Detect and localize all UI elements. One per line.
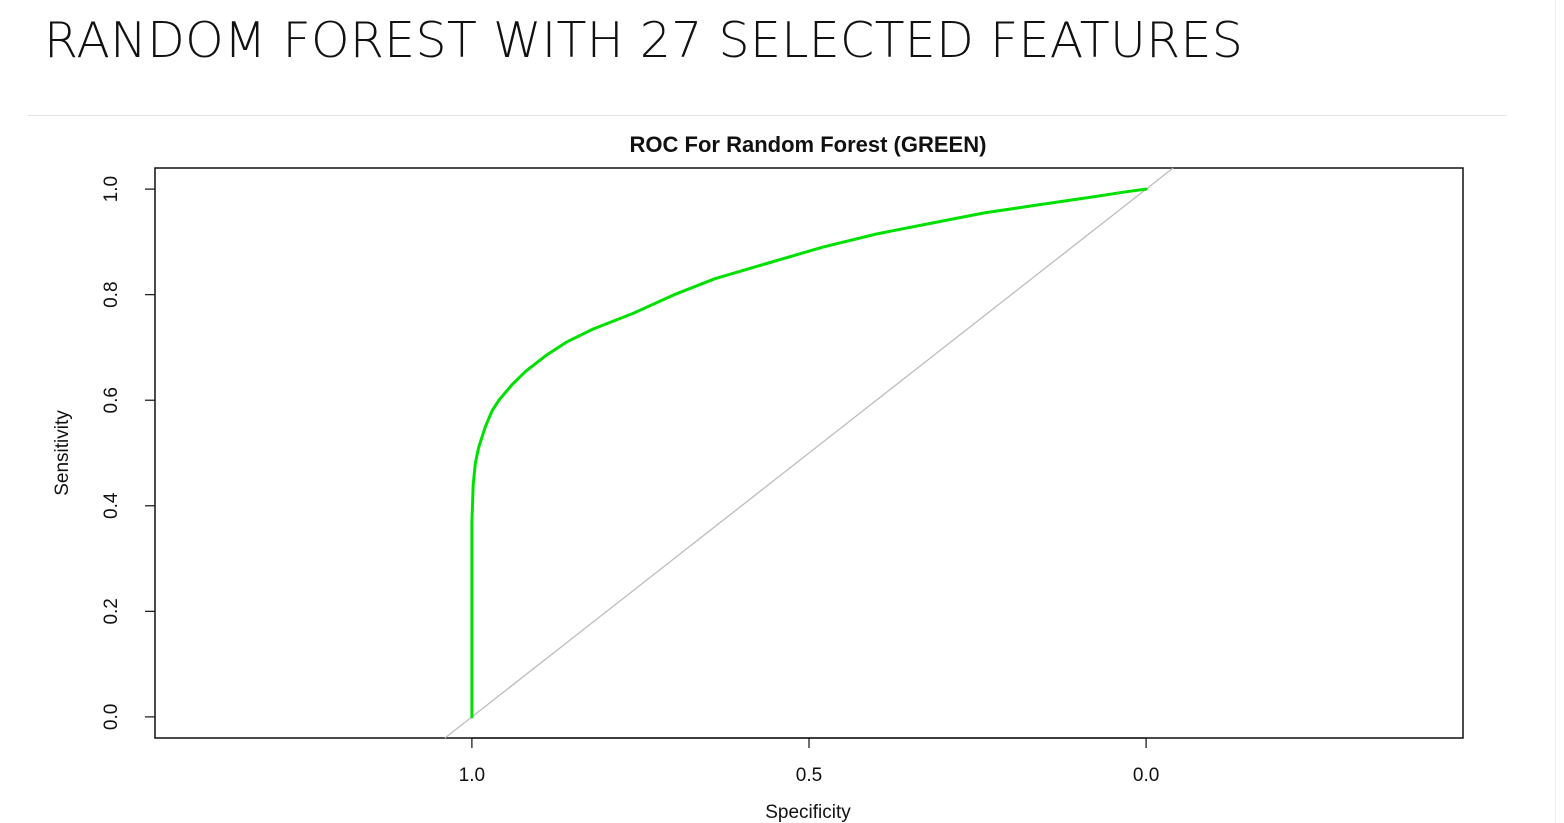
y-axis-label: Sensitivity (52, 410, 73, 496)
x-axis-label: Specificity (765, 802, 851, 823)
roc-curve-series-0 (470, 187, 1148, 719)
y-tick-label: 1.0 (101, 176, 122, 202)
x-tick-label: 0.5 (796, 765, 822, 786)
y-tick-label: 0.0 (101, 704, 122, 730)
x-tick-label: 0.0 (1133, 765, 1159, 786)
slide-title: RANDOM FOREST WITH 27 SELECTED FEATURES (44, 12, 1244, 69)
y-tick-label: 0.8 (101, 281, 122, 307)
chart-title: ROC For Random Forest (GREEN) (630, 132, 987, 157)
reference-diagonal-line (444, 167, 1174, 739)
x-tick-label: 1.0 (459, 765, 485, 786)
y-tick-label: 0.4 (101, 492, 122, 519)
y-tick-label: 0.6 (101, 387, 122, 413)
title-divider (28, 115, 1506, 116)
scrollbar-track[interactable] (1555, 0, 1564, 823)
y-tick-label: 0.2 (101, 598, 122, 624)
